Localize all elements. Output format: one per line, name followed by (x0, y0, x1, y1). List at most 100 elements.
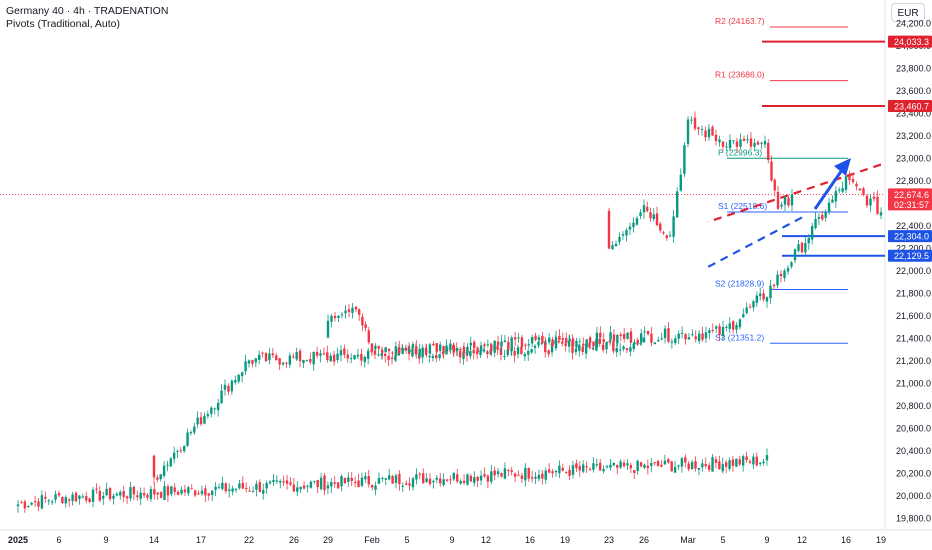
currency-selector[interactable]: EUR (891, 3, 925, 22)
candle-body (769, 285, 772, 299)
x-tick-label: 29 (323, 535, 333, 545)
candle-body (490, 471, 493, 482)
resistance-trendline[interactable] (707, 163, 882, 223)
candle-body (513, 473, 517, 477)
candle-body (851, 179, 855, 183)
candle-body (591, 348, 595, 350)
candle-body (411, 344, 415, 348)
support-trendline[interactable] (707, 216, 803, 268)
y-tick-label: 22,200.0 (896, 243, 931, 253)
candle-body (780, 204, 783, 207)
candle-body (741, 456, 745, 466)
x-tick-label: 14 (149, 535, 159, 545)
candle-body (458, 351, 462, 358)
price-badge-label: 23,460.7 (894, 102, 929, 112)
candle-body (711, 330, 714, 332)
candle-body (598, 338, 601, 345)
candle-body (746, 139, 749, 141)
candle-body (653, 462, 656, 464)
candle-body (435, 343, 438, 352)
candle-body (551, 339, 554, 346)
candle-body (635, 343, 639, 345)
price-badge (888, 230, 932, 243)
candle-body (554, 337, 558, 349)
candle-body (786, 267, 790, 272)
candle-body (347, 309, 351, 313)
candle-body (550, 342, 554, 353)
candle-body (574, 348, 578, 353)
candle-body (360, 353, 363, 361)
candle-body (336, 482, 340, 489)
y-tick-label: 23,400.0 (896, 108, 931, 118)
candle-body (422, 473, 425, 484)
price-badge (888, 249, 932, 262)
candle-body (374, 485, 377, 490)
candle-body (831, 199, 834, 203)
price-badge-label: 22,674.6 (894, 190, 929, 200)
candle-body (268, 481, 272, 484)
candle-body (231, 488, 234, 492)
candle-body (319, 477, 323, 490)
candle-body (643, 464, 646, 468)
candle-body (704, 464, 707, 467)
candle-body (244, 361, 247, 372)
candle-body (776, 191, 780, 209)
candle-body (636, 460, 639, 471)
candle-body (697, 333, 701, 342)
candle-body (585, 466, 588, 468)
candle-body (765, 455, 769, 461)
candle-body (363, 356, 366, 363)
candle-body (571, 465, 575, 475)
candle-body (523, 354, 527, 357)
candle-body (241, 482, 245, 489)
candle-body (663, 328, 667, 339)
candle-body (483, 474, 486, 477)
candle-body (655, 213, 659, 226)
candle-body (714, 326, 718, 329)
candle-body (305, 360, 309, 362)
candle-body (207, 493, 210, 496)
candle-body (510, 337, 513, 352)
candle-body (714, 134, 718, 141)
candle-body (496, 345, 499, 350)
candle-body (377, 346, 381, 349)
candle-body (827, 202, 831, 213)
candle-body (452, 344, 455, 353)
candle-body (411, 478, 415, 488)
candle-body (537, 337, 541, 341)
candle-body (612, 341, 615, 352)
symbol-title[interactable]: Germany 40 · 4h · TRADENATION (6, 5, 169, 17)
candle-body (739, 139, 742, 147)
x-tick-label: 5 (404, 535, 409, 545)
indicator-legend[interactable]: Pivots (Traditional, Auto) (6, 18, 120, 30)
candle-body (506, 349, 509, 355)
candle-body (612, 462, 616, 466)
candle-body (672, 216, 675, 237)
candle-body (693, 117, 697, 129)
candle-body (496, 471, 500, 475)
candle-body (625, 348, 629, 351)
candle-body (520, 475, 524, 479)
candle-body (384, 353, 387, 357)
candle-body (330, 315, 333, 322)
candle-body (752, 301, 755, 308)
candle-body (445, 479, 449, 481)
candle-body (731, 459, 735, 466)
candle-body (588, 343, 591, 348)
candle-body (575, 463, 578, 469)
candle-body (163, 486, 166, 501)
candle-body (179, 450, 183, 452)
candle-body (216, 402, 220, 411)
candle-body (612, 334, 616, 342)
candle-body (684, 334, 687, 340)
candle-body (469, 351, 472, 357)
projection-arrow-head (834, 158, 851, 176)
x-tick-label: 12 (797, 535, 807, 545)
candle-body (237, 374, 240, 382)
candle-body (599, 462, 602, 471)
projection-arrow[interactable] (813, 169, 844, 210)
candle-body (564, 343, 567, 346)
candle-body (667, 459, 670, 463)
candle-body (476, 476, 479, 481)
